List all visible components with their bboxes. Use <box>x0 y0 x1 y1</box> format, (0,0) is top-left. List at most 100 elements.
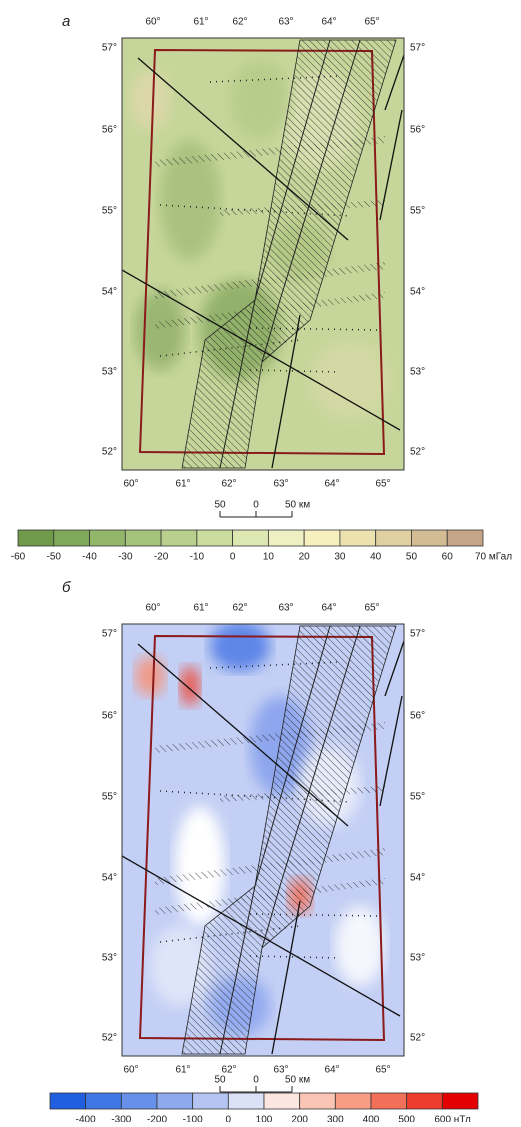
colorbar-label: 500 <box>398 1115 415 1122</box>
colorbar-box <box>441 1092 479 1110</box>
colorbar-label: 200 <box>291 1115 308 1122</box>
colorbar-box <box>334 1092 372 1110</box>
anomaly <box>135 656 165 696</box>
lat-label: 52° <box>102 1033 117 1044</box>
colorbar-box <box>446 529 484 547</box>
colorbar-box <box>120 1092 158 1110</box>
map: 60° 61° 62° 63° 64° 65° 60° 61° 62° 63° 64° 65° 57° 5… <box>102 17 425 490</box>
colorbar-label: -30 <box>118 552 133 563</box>
scale-label: 0 <box>253 1075 259 1086</box>
lon-label: 60° <box>145 17 160 28</box>
colorbar-label: 20 <box>299 552 311 563</box>
lat-label: 57° <box>102 43 117 54</box>
colorbar-label: 400 <box>363 1115 380 1122</box>
anomaly <box>130 70 170 130</box>
anomaly <box>335 906 385 986</box>
lon-label: 61° <box>175 1065 190 1076</box>
lat-label: 53° <box>410 367 425 378</box>
colorbar-label: 10 <box>263 552 275 563</box>
lon-label: 62° <box>232 603 247 614</box>
lon-label: 60° <box>123 479 138 490</box>
colorbar-box <box>196 529 234 547</box>
colorbar-box <box>370 1092 408 1110</box>
colorbar-box <box>406 1092 443 1110</box>
lat-label: 53° <box>102 953 117 964</box>
lat-label: 54° <box>102 287 117 298</box>
colorbar-label: -200 <box>147 1115 167 1122</box>
lat-label: 54° <box>410 873 425 884</box>
colorbar-label: 30 <box>334 552 346 563</box>
anomaly <box>180 666 200 706</box>
colorbar-label: 100 <box>256 1115 273 1122</box>
anomaly <box>175 806 225 926</box>
colorbar-label: -50 <box>47 552 62 563</box>
colorbar-box <box>160 529 198 547</box>
scale-label: 50 км <box>285 1075 310 1086</box>
colorbar-label: 0 <box>226 1115 232 1122</box>
lon-label: 63° <box>273 1065 288 1076</box>
scale-label: 50 <box>214 500 226 511</box>
colorbar-box <box>156 1092 194 1110</box>
lat-label: 54° <box>410 287 425 298</box>
map-frame <box>121 37 405 471</box>
colorbar-box <box>192 1092 229 1110</box>
colorbar-label: 600 нТл <box>434 1115 471 1122</box>
lon-label: 62° <box>232 17 247 28</box>
lat-label: 52° <box>410 1033 425 1044</box>
colorbar-box <box>303 529 341 547</box>
lat-label: 52° <box>410 447 425 458</box>
panel-label: б <box>62 579 71 596</box>
lon-label: 65° <box>364 17 379 28</box>
lat-label: 56° <box>410 711 425 722</box>
colorbar-label: 40 <box>370 552 382 563</box>
colorbar-label: -300 <box>111 1115 131 1122</box>
lat-label: 57° <box>102 629 117 640</box>
anomaly <box>135 290 185 370</box>
lon-label: 62° <box>221 479 236 490</box>
colorbar-label: 60 <box>442 552 454 563</box>
map-field <box>122 38 404 470</box>
map: 60° 61° 62° 63° 64° 65° 60° 61° 62° 63° 64° 65° 57° 5… <box>102 603 425 1076</box>
panel-label: а <box>62 13 70 30</box>
colorbar-box <box>375 529 412 547</box>
colorbar-box <box>299 1092 336 1110</box>
colorbar-label: -60 <box>11 552 26 563</box>
lat-label: 55° <box>102 206 117 217</box>
lon-label: 61° <box>175 479 190 490</box>
lat-label: 55° <box>102 792 117 803</box>
colorbar-label: -40 <box>82 552 97 563</box>
lon-label: 65° <box>364 603 379 614</box>
lat-label: 53° <box>102 367 117 378</box>
lat-label: 57° <box>410 629 425 640</box>
colorbar-label: -400 <box>76 1115 96 1122</box>
lon-label: 64° <box>321 603 336 614</box>
lat-label: 52° <box>102 447 117 458</box>
colorbar-box <box>89 529 126 547</box>
lon-label: 61° <box>193 17 208 28</box>
colorbar-box <box>53 529 90 547</box>
scale-label: 50 км <box>285 500 310 511</box>
lat-label: 55° <box>410 206 425 217</box>
lon-label: 63° <box>278 603 293 614</box>
anomaly <box>310 340 390 420</box>
colorbar-label: 50 <box>406 552 418 563</box>
lon-label: 65° <box>375 479 390 490</box>
colorbar-box <box>227 1092 265 1110</box>
lon-label: 62° <box>221 1065 236 1076</box>
colorbar-label: 70 мГал <box>475 552 512 563</box>
lon-label: 65° <box>375 1065 390 1076</box>
colorbar-label: 300 <box>327 1115 344 1122</box>
anomaly <box>210 624 270 671</box>
colorbar-box <box>267 529 305 547</box>
colorbar-box <box>339 529 377 547</box>
colorbar-box <box>85 1092 122 1110</box>
colorbar-label: -10 <box>190 552 205 563</box>
colorbar-box <box>263 1092 301 1110</box>
lon-label: 61° <box>193 603 208 614</box>
map-field <box>122 624 404 1056</box>
lon-label: 60° <box>123 1065 138 1076</box>
lon-label: 64° <box>321 17 336 28</box>
colorbar-box <box>232 529 269 547</box>
colorbar-label: 0 <box>230 552 236 563</box>
lat-label: 54° <box>102 873 117 884</box>
